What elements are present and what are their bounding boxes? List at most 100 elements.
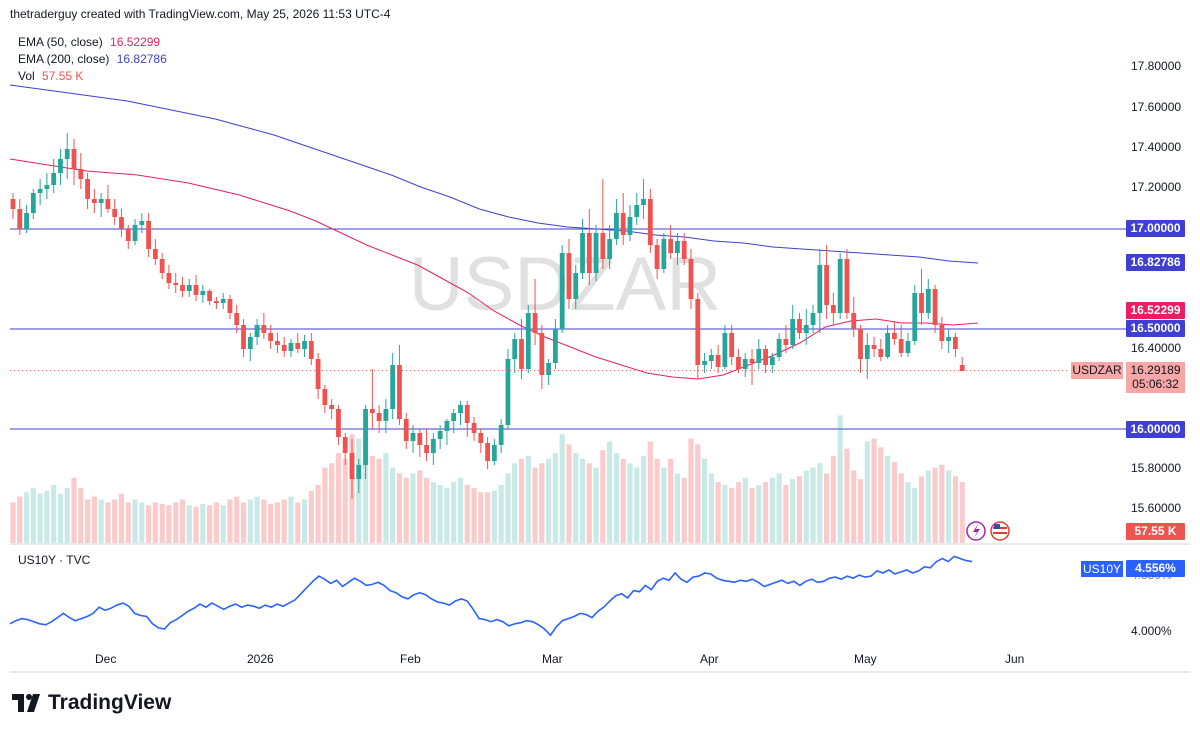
volume-bar <box>959 482 965 543</box>
volume-bar <box>308 490 314 543</box>
volume-bar <box>918 476 925 543</box>
candle-body <box>539 333 545 375</box>
candle-body <box>91 199 97 203</box>
legend-ema50[interactable]: EMA (50, close) 16.52299 <box>18 35 160 49</box>
volume-bar <box>810 467 816 543</box>
volume-bar <box>722 485 728 543</box>
legend-ema200-label: EMA (200, close) <box>18 52 110 66</box>
us10y-legend[interactable]: US10Y · TVC <box>18 553 91 567</box>
volume-bar <box>451 482 457 543</box>
candle-body <box>505 359 511 425</box>
candle-body <box>98 199 104 203</box>
volume-bar <box>423 477 430 543</box>
candle-body <box>247 337 253 349</box>
footer[interactable]: TradingView <box>12 690 171 716</box>
candle-body <box>783 339 789 345</box>
volume-bar <box>227 499 233 543</box>
volume-bar <box>912 487 918 543</box>
volume-bar <box>159 503 165 543</box>
volume-bar <box>417 470 423 543</box>
candle-body <box>675 241 680 253</box>
volume-bar <box>579 458 586 543</box>
symbol-price-tag: USDZAR <box>1071 362 1123 379</box>
tradingview-brand: TradingView <box>48 691 172 714</box>
candle-body <box>573 273 579 299</box>
candle-body <box>30 193 36 213</box>
volume-bar <box>30 487 36 543</box>
candle-body <box>837 259 843 313</box>
price-tick: 17.40000 <box>1131 140 1182 154</box>
volume-bar <box>498 485 504 543</box>
volume-bar <box>905 482 911 543</box>
candle-body <box>742 359 748 369</box>
candle-body <box>641 199 646 205</box>
candle-body <box>261 325 267 333</box>
candle-body <box>383 409 389 421</box>
volume-bar <box>112 499 118 543</box>
candle-body <box>681 241 687 259</box>
volume-bar <box>261 499 267 543</box>
volume-bar <box>891 461 897 543</box>
price-tick: 15.80000 <box>1131 461 1182 475</box>
volume-bar <box>220 505 226 543</box>
volume-bar <box>10 502 16 543</box>
volume-bar <box>925 470 931 543</box>
volume-bar <box>776 473 782 543</box>
legend-vol[interactable]: Vol 57.55 K <box>18 69 83 83</box>
candle-body <box>417 433 423 445</box>
candle-body <box>912 293 918 341</box>
legend-ema200[interactable]: EMA (200, close) 16.82786 <box>18 52 167 66</box>
candle-body <box>627 217 633 235</box>
volume-bar <box>173 502 179 543</box>
candle-body <box>736 357 741 369</box>
volume-bar <box>701 458 708 543</box>
candle-body <box>729 333 735 357</box>
volume-bar <box>464 485 470 543</box>
volume-bar <box>505 473 511 543</box>
candle-body <box>885 333 891 357</box>
volume-bar <box>512 463 518 543</box>
volume-bar <box>369 456 375 543</box>
volume-bar <box>390 467 396 543</box>
candle-body <box>939 325 945 341</box>
candle-body <box>17 209 23 229</box>
events-icons[interactable] <box>966 521 1010 541</box>
candle-body <box>858 329 863 359</box>
ema200-line <box>9 84 979 264</box>
volume-bar <box>491 490 497 543</box>
candle-body <box>614 213 619 239</box>
volume-bar <box>885 456 891 543</box>
volume-bar <box>525 456 531 543</box>
candle-body <box>173 283 179 285</box>
volume-bar <box>91 496 97 543</box>
level-17-label: 17.00000 <box>1126 220 1185 237</box>
volume-bar <box>851 470 857 543</box>
volume-bar <box>152 502 158 543</box>
candle-body <box>363 409 368 465</box>
candle-body <box>919 293 924 313</box>
legend-vol-label: Vol <box>18 69 35 83</box>
time-label-mar: Mar <box>542 652 563 666</box>
candle-body <box>376 413 382 421</box>
candle-body <box>288 343 294 351</box>
candle-body <box>878 349 884 357</box>
candle-body <box>281 345 287 351</box>
ema50-line <box>9 158 979 380</box>
volume-bar <box>898 473 904 543</box>
candle-body <box>139 221 145 225</box>
time-label-2026: 2026 <box>247 652 274 666</box>
volume-bar <box>939 464 945 543</box>
volume-bar <box>383 453 389 543</box>
time-label-dec: Dec <box>95 652 117 666</box>
volume-bar <box>71 477 77 543</box>
volume-bar <box>295 502 301 543</box>
volume-bar <box>674 473 681 543</box>
candle-body <box>78 169 84 179</box>
candle-body <box>444 421 450 431</box>
volume-bar <box>640 456 647 543</box>
candle-body <box>37 189 43 193</box>
candle-body <box>458 405 463 413</box>
volume-bar <box>668 458 674 543</box>
volume-bar <box>817 463 823 543</box>
